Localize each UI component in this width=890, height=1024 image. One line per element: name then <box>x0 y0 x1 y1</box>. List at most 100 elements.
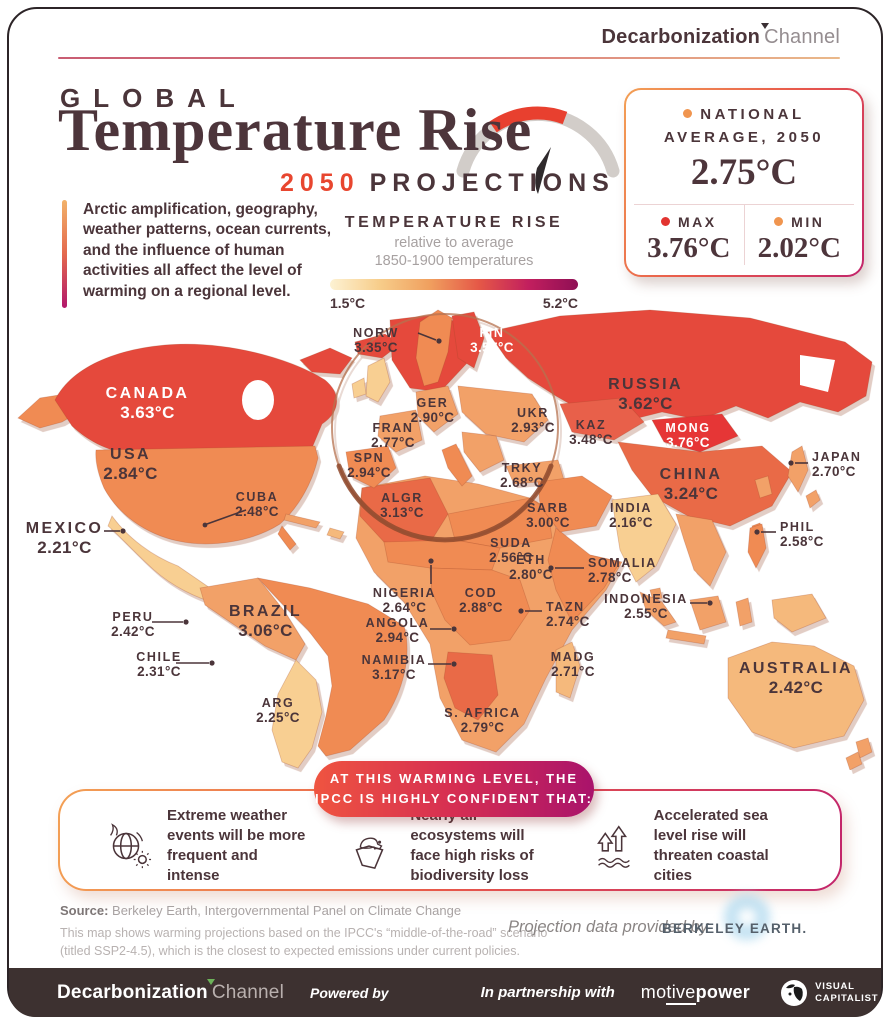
min-dot-icon <box>774 217 784 226</box>
region-norway-sweden <box>415 309 453 387</box>
intro-block: Arctic amplification, geography, weather… <box>62 200 352 308</box>
footer-brand: Decarbonization Channel <box>57 978 284 1004</box>
page-title: Temperature Rise <box>58 97 533 163</box>
region-philippines <box>747 523 767 569</box>
map-label-norway: NORW 3.35°C <box>353 326 399 356</box>
brand-channel: Channel <box>764 26 840 48</box>
berkeley-earth-logo <box>724 894 770 940</box>
region-argentina <box>271 659 323 769</box>
map-label-india: INDIA 2.16°C <box>609 501 653 531</box>
region-namibia <box>443 651 499 721</box>
partnership-label: In partnership with <box>480 984 615 1001</box>
national-dot-icon <box>683 109 693 118</box>
impact-biodiversity: Nearly all ecosystems will face high ris… <box>343 806 556 887</box>
sea-level-rise-icon <box>596 825 630 868</box>
region-mexico <box>107 515 231 605</box>
map-label-russia: RUSSIA 3.62°C <box>608 376 683 414</box>
provided-by-label: Projection data provided by <box>508 918 708 936</box>
min-stat: MIN 2.02°C <box>743 205 855 265</box>
berkeley-earth-wordmark: BERKELEY EARTH. <box>662 921 808 936</box>
ipcc-banner: AT THIS WARMING LEVEL, THE IPCC IS HIGHL… <box>314 761 594 817</box>
visual-capitalist-icon <box>781 979 808 1006</box>
leader-lines <box>104 332 808 667</box>
region-mongolia <box>651 413 739 453</box>
national-average-label: NATIONAL AVERAGE, 2050 <box>663 106 825 146</box>
region-australia <box>727 641 865 749</box>
legend-subtitle: relative to average 1850-1900 temperatur… <box>374 235 534 270</box>
martini-icon <box>207 978 215 985</box>
region-spain <box>345 445 397 489</box>
map-label-usa: USA 2.84°C <box>103 446 158 484</box>
intro-text: Arctic amplification, geography, weather… <box>83 201 332 300</box>
map-label-mongolia: MONG 3.76°C <box>665 421 711 451</box>
max-dot-icon <box>660 217 670 226</box>
martini-icon <box>760 23 769 29</box>
region-cod <box>429 567 531 646</box>
legend-min: 1.5°C <box>330 295 366 312</box>
map-label-spain: SPN 2.94°C <box>347 451 391 481</box>
title-subtitle: 2050 PROJECTIONS <box>280 169 609 198</box>
map-label-turkey: TRKY 2.68°C <box>500 461 544 491</box>
region-france <box>377 409 423 453</box>
map-label-argentina: ARG 2.25°C <box>256 696 300 726</box>
map-label-peru: PERU 2.42°C <box>111 610 155 640</box>
map-label-ethiopia: ETH 2.80°C <box>509 553 553 583</box>
national-average-card: NATIONAL AVERAGE, 2050 2.75°C MAX 3.76°C… <box>624 88 864 277</box>
region-madagascar <box>555 641 581 699</box>
region-ukraine <box>457 385 549 443</box>
max-value: 3.76°C <box>647 232 731 264</box>
header-divider <box>58 57 840 59</box>
region-russia <box>487 309 873 423</box>
map-label-angola: ANGOLA 2.94°C <box>365 616 430 646</box>
gauge-needle <box>535 147 551 194</box>
region-china <box>617 441 793 527</box>
map-label-brazil: BRAZIL 3.06°C <box>228 603 303 641</box>
intro-accent-bar <box>62 200 67 308</box>
map-label-somalia: SOMALIA 2.78°C <box>588 556 657 586</box>
region-kazakhstan <box>559 397 645 441</box>
header-brand: Decarbonization Channel <box>602 23 840 49</box>
subtitle-year: 2050 <box>280 169 360 197</box>
map-label-sudan: SUDA 2.56°C <box>489 536 533 566</box>
map-label-nigeria: NIGERIA 2.64°C <box>372 586 437 616</box>
brand-wordmark: Decarbonization <box>602 23 769 49</box>
impact-sea-level: Accelerated sea level rise will threaten… <box>587 806 800 887</box>
map-label-south-africa: S. AFRICA 2.79°C <box>444 706 521 736</box>
legend-gradient-bar <box>330 279 578 291</box>
extreme-weather-icon <box>110 823 152 869</box>
region-germany <box>415 385 459 433</box>
map-label-cod: COD 2.88°C <box>459 586 503 616</box>
world-map-svg <box>17 309 873 770</box>
legend-title: TEMPERATURE RISE <box>344 214 564 231</box>
map-label-china: CHINA 3.24°C <box>659 466 723 504</box>
map-label-canada: CANADA 3.63°C <box>105 385 190 423</box>
motivepower-logo: motivepower <box>641 982 750 1005</box>
map-label-chile: CHILE 2.31°C <box>136 650 182 680</box>
europe-magnifier <box>331 313 559 543</box>
source-line: Source: Berkeley Earth, Intergovernmenta… <box>60 903 462 918</box>
impact-extreme-weather: Extreme weather events will be more freq… <box>100 806 313 887</box>
map-label-namibia: NAMIBIA 3.17°C <box>361 653 427 683</box>
map-label-madagascar: MADG 2.71°C <box>550 650 596 680</box>
region-indonesia <box>639 591 677 627</box>
region-cuba <box>283 513 321 529</box>
map-label-france: FRAN 2.77°C <box>371 421 415 451</box>
map-label-saudi-arabia: SARB 3.00°C <box>526 501 570 531</box>
map-label-algeria: ALGR 3.13°C <box>380 491 424 521</box>
min-value: 2.02°C <box>757 232 841 264</box>
map-label-tanzania: TAZN 2.74°C <box>546 600 590 630</box>
subtitle-word: PROJECTIONS <box>369 169 615 197</box>
legend-max: 5.2°C <box>542 295 578 312</box>
map-label-germany: GER 2.90°C <box>410 396 455 426</box>
color-legend: TEMPERATURE RISE relative to average 185… <box>330 214 578 311</box>
world-map: NORW 3.35°C FIN 3.57°C CANADA 3.63°C RUSSIA… <box>0 300 890 770</box>
map-label-kazakhstan: KAZ 3.48°C <box>569 418 613 448</box>
map-label-australia: AUSTRALIA 2.42°C <box>738 660 854 698</box>
source-note: This map shows warming projections based… <box>60 926 548 959</box>
map-label-finland: FIN 3.57°C <box>470 326 514 356</box>
footer-brand-wordmark: Decarbonization <box>57 978 215 1004</box>
biodiversity-loss-icon <box>355 837 384 870</box>
region-india <box>611 493 677 583</box>
max-stat: MAX 3.76°C <box>634 205 744 265</box>
